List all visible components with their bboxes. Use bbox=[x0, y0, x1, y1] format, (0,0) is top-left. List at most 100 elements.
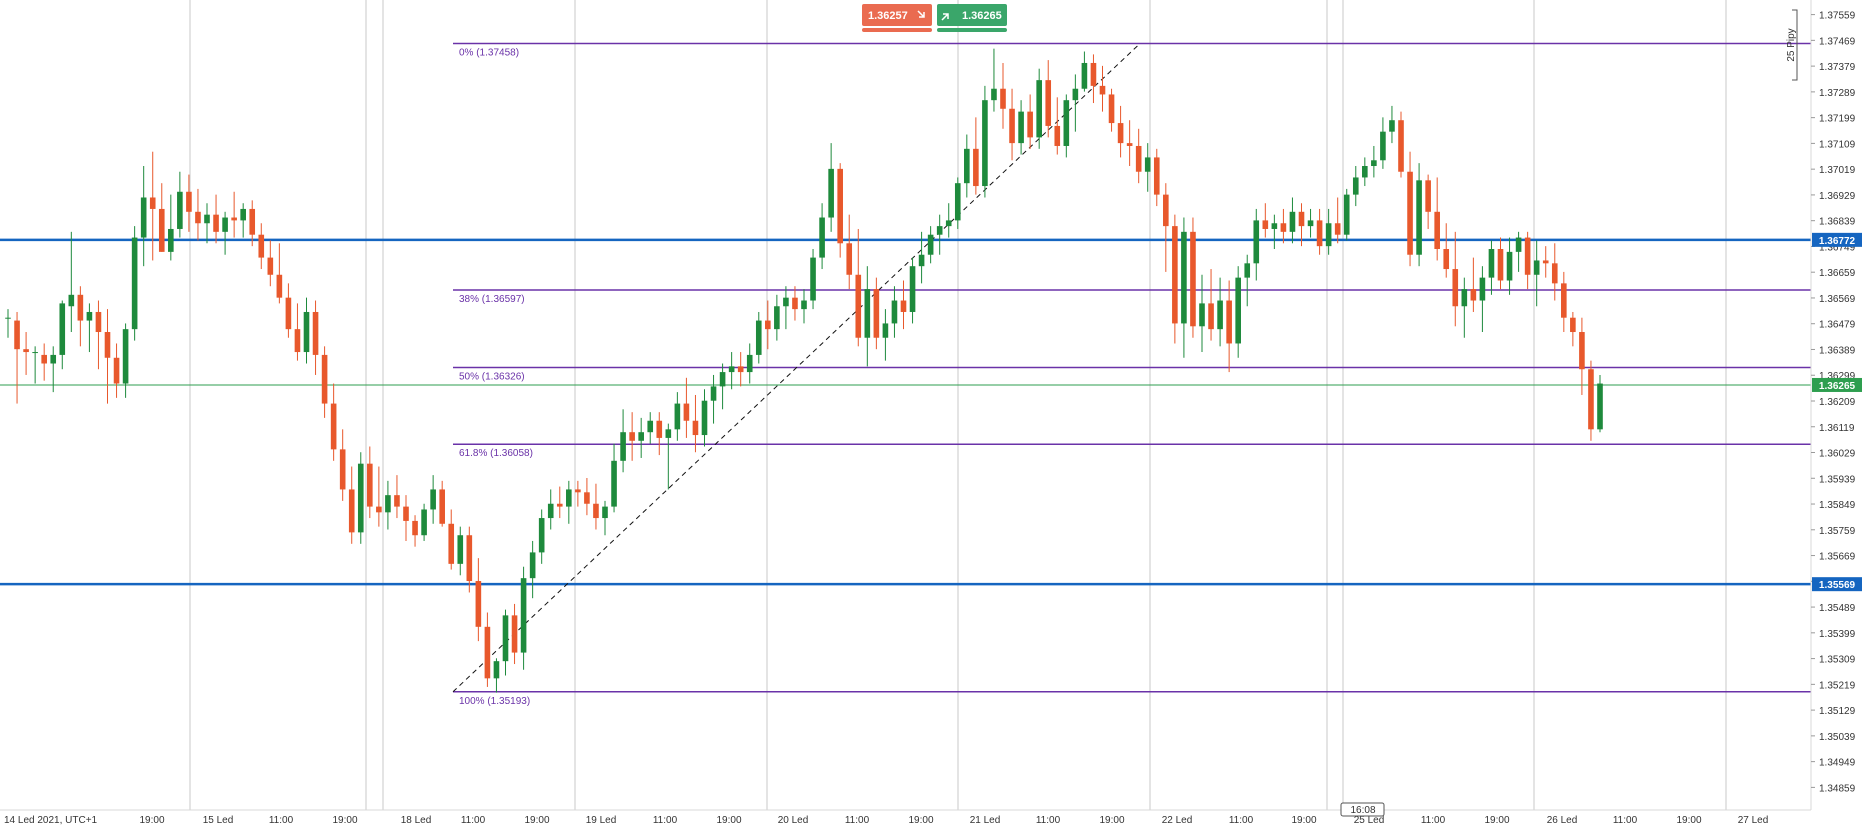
candle-body bbox=[964, 148, 970, 184]
bullish-candle bbox=[1271, 214, 1278, 250]
candle-body bbox=[1153, 157, 1160, 195]
bullish-candle bbox=[303, 297, 310, 364]
bearish-candle bbox=[1470, 257, 1477, 312]
time-tick-label: 26 Led bbox=[1547, 815, 1578, 826]
price-tick-label: 1.37109 bbox=[1819, 139, 1856, 150]
bullish-candle bbox=[493, 658, 500, 693]
candle-body bbox=[5, 317, 11, 319]
bullish-candle bbox=[240, 203, 246, 238]
candle-body bbox=[14, 320, 20, 350]
candle-body bbox=[674, 403, 681, 430]
candle-body bbox=[50, 354, 57, 364]
candle-body bbox=[32, 352, 38, 354]
bearish-candle bbox=[1497, 237, 1504, 290]
candle-body bbox=[566, 489, 572, 507]
bearish-candle bbox=[584, 477, 590, 516]
bearish-candle bbox=[765, 300, 771, 350]
bearish-candle bbox=[1172, 214, 1178, 344]
fib-trend-line bbox=[452, 43, 1141, 693]
candle-body bbox=[104, 332, 111, 358]
bullish-candle bbox=[1506, 237, 1513, 295]
bullish-candle bbox=[1416, 163, 1422, 267]
bearish-candle bbox=[1334, 197, 1341, 244]
time-tick-label: 22 Led bbox=[1162, 815, 1193, 826]
fib-level-label: 38% (1.36597) bbox=[459, 294, 525, 305]
bullish-candle bbox=[50, 346, 57, 393]
candle-body bbox=[1407, 171, 1413, 255]
candle-body bbox=[1009, 108, 1015, 144]
candle-body bbox=[882, 323, 889, 338]
candle-body bbox=[1072, 88, 1079, 101]
candle-body bbox=[1226, 300, 1232, 344]
fib-level-label: 100% (1.35193) bbox=[459, 696, 530, 707]
candle-body bbox=[1262, 220, 1269, 229]
bullish-candle bbox=[1461, 277, 1468, 338]
candle-body bbox=[249, 208, 256, 235]
candle-body bbox=[330, 403, 337, 450]
price-tick-label: 1.35399 bbox=[1819, 629, 1856, 640]
bullish-candle bbox=[547, 489, 554, 530]
bearish-candle bbox=[466, 526, 473, 593]
bullish-candle bbox=[430, 475, 436, 524]
candle-body bbox=[475, 581, 482, 627]
candle-body bbox=[367, 463, 373, 507]
grid-lines bbox=[189, 0, 1727, 810]
bullish-candle bbox=[566, 480, 572, 524]
bearish-candle bbox=[792, 286, 798, 321]
time-tick-label: 21 Led bbox=[970, 815, 1001, 826]
candle-body bbox=[385, 495, 391, 513]
candle-body bbox=[529, 552, 536, 579]
candle-body bbox=[412, 520, 418, 536]
candle-body bbox=[1045, 80, 1052, 126]
candle-body bbox=[1163, 194, 1169, 227]
sell-price-button[interactable]: 1.36257 bbox=[862, 4, 932, 32]
candle-body bbox=[1434, 211, 1440, 250]
bearish-candle bbox=[249, 200, 256, 247]
candle-body bbox=[1217, 300, 1223, 330]
candle-body bbox=[321, 354, 328, 404]
candle-body bbox=[665, 429, 672, 438]
price-tick-label: 1.36749 bbox=[1819, 242, 1856, 253]
bullish-candle bbox=[1352, 166, 1359, 207]
candle-body bbox=[222, 217, 228, 232]
candle-body bbox=[873, 289, 880, 338]
candle-body bbox=[593, 503, 599, 519]
bearish-candle bbox=[1579, 317, 1585, 395]
bullish-candle bbox=[1389, 105, 1395, 144]
candle-body bbox=[1443, 249, 1450, 270]
time-tick-label: 25 Led bbox=[1354, 815, 1385, 826]
bullish-candle bbox=[1253, 208, 1260, 281]
bearish-candle bbox=[683, 377, 690, 438]
bearish-candle bbox=[77, 286, 84, 347]
price-badges: 1.36772 1.35569 1.36265 bbox=[1812, 232, 1862, 592]
candle-body bbox=[1551, 263, 1558, 284]
bearish-candle bbox=[294, 303, 301, 361]
candle-body bbox=[68, 294, 75, 307]
candle-body bbox=[1018, 111, 1024, 144]
candle-body bbox=[765, 320, 771, 330]
price-tick-label: 1.36659 bbox=[1819, 268, 1856, 279]
candle-body bbox=[339, 449, 346, 490]
bullish-candle bbox=[520, 566, 527, 670]
bearish-candle bbox=[213, 194, 219, 244]
bullish-candle bbox=[746, 343, 753, 384]
bearish-candle bbox=[321, 346, 328, 418]
bearish-candle bbox=[1316, 208, 1323, 255]
candle-body bbox=[1054, 125, 1061, 146]
bullish-candle bbox=[529, 540, 536, 599]
candle-body bbox=[629, 432, 635, 441]
candle-body bbox=[647, 420, 654, 433]
candle-body bbox=[538, 518, 545, 553]
bearish-candle bbox=[900, 280, 907, 330]
time-tick-label: 19:00 bbox=[1484, 815, 1509, 826]
time-tick-label: 11:00 bbox=[269, 815, 294, 826]
arrow-down-right-icon bbox=[917, 10, 925, 18]
candle-body bbox=[1371, 160, 1377, 167]
candle-body bbox=[1479, 277, 1486, 301]
buy-price-button[interactable]: 1.36265 bbox=[937, 4, 1007, 32]
time-tick-label: 11:00 bbox=[461, 815, 486, 826]
candle-body bbox=[457, 535, 464, 564]
candle-body bbox=[466, 535, 473, 582]
